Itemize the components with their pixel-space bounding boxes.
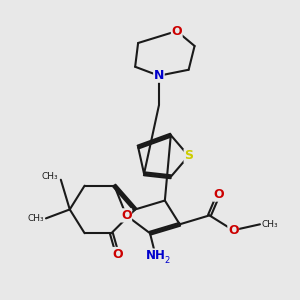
Text: O: O: [228, 224, 238, 237]
Text: N: N: [154, 69, 164, 82]
Text: O: O: [112, 248, 123, 260]
Text: O: O: [171, 25, 182, 38]
Text: O: O: [121, 209, 131, 222]
Text: O: O: [213, 188, 224, 201]
Text: CH₃: CH₃: [41, 172, 58, 181]
Text: NH: NH: [146, 249, 166, 262]
Text: S: S: [184, 149, 193, 162]
Text: 2: 2: [164, 256, 169, 265]
Text: CH₃: CH₃: [28, 214, 44, 223]
Text: CH₃: CH₃: [262, 220, 278, 229]
